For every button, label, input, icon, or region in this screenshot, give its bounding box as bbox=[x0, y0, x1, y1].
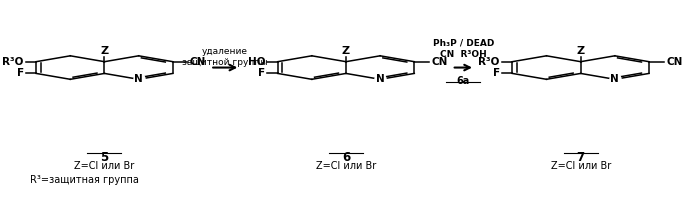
Text: HO: HO bbox=[247, 57, 265, 67]
Text: Z: Z bbox=[100, 46, 109, 56]
Text: Z=Cl или Br: Z=Cl или Br bbox=[75, 161, 135, 171]
Text: CN: CN bbox=[431, 57, 447, 67]
Text: R³=защитная группа: R³=защитная группа bbox=[30, 175, 139, 185]
Text: 5: 5 bbox=[100, 151, 109, 164]
Text: R³O: R³O bbox=[2, 57, 24, 67]
Text: N: N bbox=[376, 74, 385, 84]
Text: N: N bbox=[611, 74, 619, 84]
Text: F: F bbox=[17, 68, 24, 78]
Text: Ph₃P / DEAD: Ph₃P / DEAD bbox=[433, 38, 494, 47]
Text: защитной группы: защитной группы bbox=[183, 58, 268, 67]
Text: Z: Z bbox=[576, 46, 585, 56]
Text: F: F bbox=[258, 68, 265, 78]
Text: F: F bbox=[493, 68, 500, 78]
Text: 6a: 6a bbox=[457, 76, 470, 86]
Text: CN: CN bbox=[666, 57, 682, 67]
Text: CN: CN bbox=[190, 57, 206, 67]
Text: CN  R³OH: CN R³OH bbox=[440, 50, 487, 59]
Text: 7: 7 bbox=[576, 151, 585, 164]
Text: Z=Cl или Br: Z=Cl или Br bbox=[316, 161, 376, 171]
Text: 6: 6 bbox=[342, 151, 350, 164]
Text: N: N bbox=[135, 74, 143, 84]
Text: R³O: R³O bbox=[478, 57, 500, 67]
Text: удаление: удаление bbox=[202, 47, 248, 57]
Text: Z=Cl или Br: Z=Cl или Br bbox=[551, 161, 611, 171]
Text: Z: Z bbox=[342, 46, 350, 56]
